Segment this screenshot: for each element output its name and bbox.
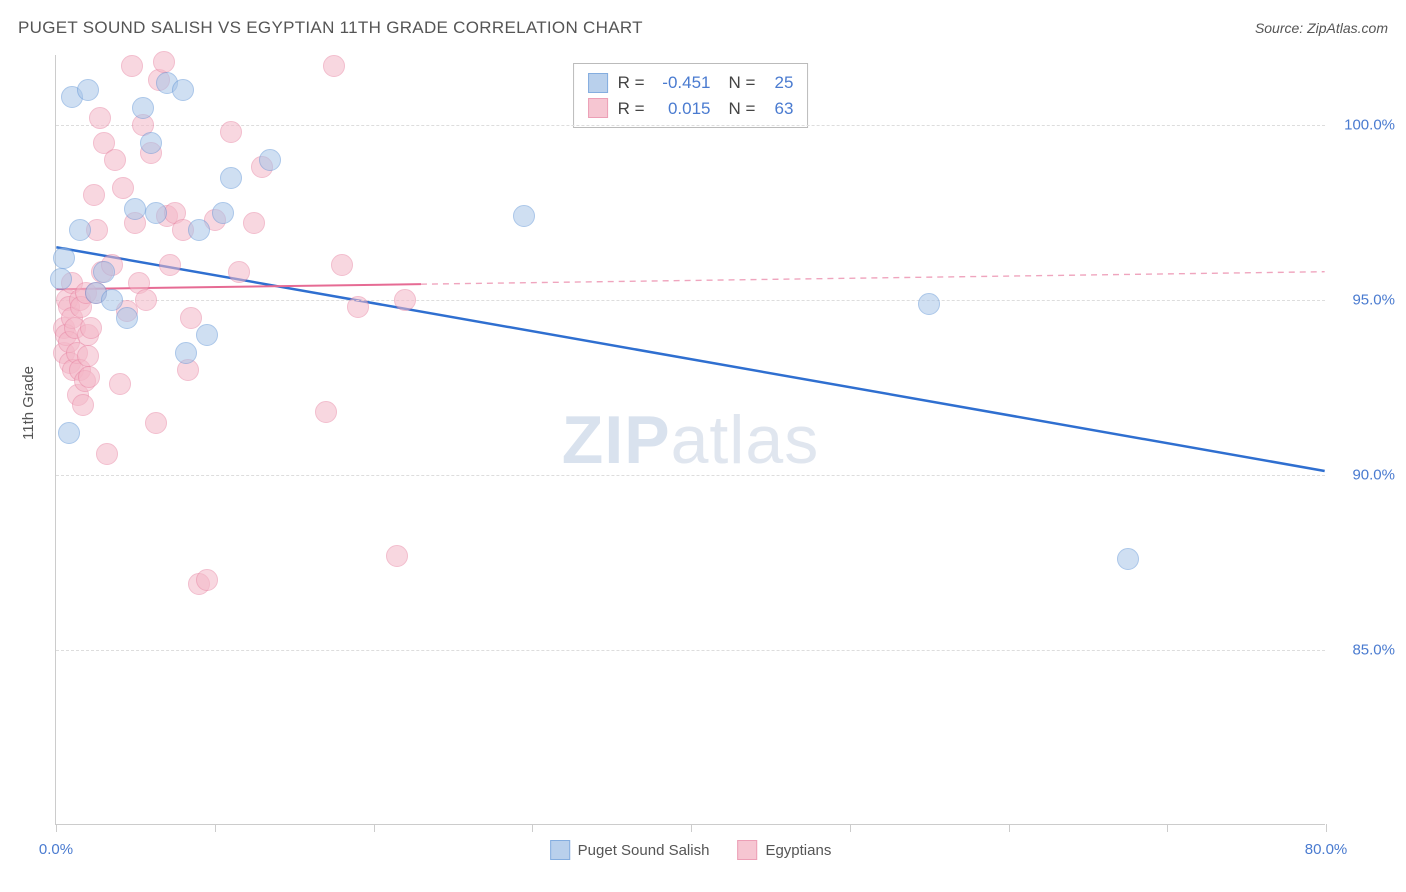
scatter-point — [93, 261, 115, 283]
scatter-point — [175, 342, 197, 364]
scatter-point — [1117, 548, 1139, 570]
x-tick — [374, 824, 375, 832]
scatter-point — [153, 51, 175, 73]
scatter-point — [77, 79, 99, 101]
scatter-point — [172, 79, 194, 101]
scatter-point — [145, 202, 167, 224]
scatter-point — [918, 293, 940, 315]
scatter-point — [58, 422, 80, 444]
scatter-point — [228, 261, 250, 283]
y-tick-label: 90.0% — [1335, 467, 1395, 484]
x-tick — [56, 824, 57, 832]
x-tick — [1326, 824, 1327, 832]
n-prefix-2: N = — [729, 96, 756, 122]
scatter-point — [135, 289, 157, 311]
n-value-1: 25 — [765, 70, 793, 96]
r-value-2: 0.015 — [655, 96, 711, 122]
stats-legend: R = -0.451 N = 25 R = 0.015 N = 63 — [573, 63, 809, 128]
x-tick — [215, 824, 216, 832]
scatter-point — [124, 198, 146, 220]
r-value-1: -0.451 — [655, 70, 711, 96]
scatter-point — [77, 345, 99, 367]
scatter-point — [331, 254, 353, 276]
gridline-h — [56, 125, 1325, 126]
scatter-point — [323, 55, 345, 77]
scatter-point — [220, 167, 242, 189]
x-tick — [850, 824, 851, 832]
title-bar: PUGET SOUND SALISH VS EGYPTIAN 11TH GRAD… — [18, 18, 1388, 38]
watermark-atlas: atlas — [671, 402, 820, 478]
scatter-point — [72, 394, 94, 416]
scatter-point — [196, 324, 218, 346]
legend-label-1: Puget Sound Salish — [578, 842, 710, 859]
scatter-point — [112, 177, 134, 199]
scatter-point — [101, 289, 123, 311]
swatch-series1 — [588, 73, 608, 93]
r-prefix-1: R = — [618, 70, 645, 96]
y-axis-title: 11th Grade — [20, 366, 37, 440]
scatter-point — [50, 268, 72, 290]
scatter-point — [109, 373, 131, 395]
plot-area: ZIPatlas R = -0.451 N = 25 R = 0.015 N =… — [55, 55, 1325, 825]
chart-title: PUGET SOUND SALISH VS EGYPTIAN 11TH GRAD… — [18, 18, 643, 38]
scatter-point — [78, 366, 100, 388]
bottom-legend: Puget Sound Salish Egyptians — [550, 840, 832, 860]
x-tick — [532, 824, 533, 832]
x-tick-label: 80.0% — [1305, 841, 1348, 858]
x-tick — [1167, 824, 1168, 832]
stats-row-series2: R = 0.015 N = 63 — [588, 96, 794, 122]
scatter-point — [80, 317, 102, 339]
source-label: Source: ZipAtlas.com — [1255, 20, 1388, 36]
scatter-point — [259, 149, 281, 171]
n-value-2: 63 — [765, 96, 793, 122]
scatter-point — [243, 212, 265, 234]
scatter-point — [188, 219, 210, 241]
gridline-h — [56, 300, 1325, 301]
legend-item-2: Egyptians — [737, 840, 831, 860]
gridline-h — [56, 475, 1325, 476]
scatter-point — [513, 205, 535, 227]
scatter-point — [53, 247, 75, 269]
scatter-point — [132, 97, 154, 119]
scatter-point — [96, 443, 118, 465]
scatter-point — [116, 307, 138, 329]
watermark-zip: ZIP — [562, 402, 671, 478]
gridline-h — [56, 650, 1325, 651]
scatter-point — [315, 401, 337, 423]
stats-row-series1: R = -0.451 N = 25 — [588, 70, 794, 96]
n-prefix-1: N = — [729, 70, 756, 96]
x-tick — [691, 824, 692, 832]
scatter-point — [394, 289, 416, 311]
scatter-point — [83, 184, 105, 206]
scatter-point — [220, 121, 242, 143]
scatter-point — [140, 132, 162, 154]
scatter-point — [159, 254, 181, 276]
x-tick-label: 0.0% — [39, 841, 73, 858]
legend-swatch-1 — [550, 840, 570, 860]
scatter-point — [145, 412, 167, 434]
r-prefix-2: R = — [618, 96, 645, 122]
scatter-point — [196, 569, 218, 591]
scatter-point — [212, 202, 234, 224]
swatch-series2 — [588, 98, 608, 118]
scatter-point — [386, 545, 408, 567]
watermark: ZIPatlas — [562, 401, 819, 479]
legend-swatch-2 — [737, 840, 757, 860]
x-tick — [1009, 824, 1010, 832]
scatter-point — [104, 149, 126, 171]
scatter-point — [347, 296, 369, 318]
scatter-point — [89, 107, 111, 129]
y-tick-label: 100.0% — [1335, 117, 1395, 134]
legend-label-2: Egyptians — [765, 842, 831, 859]
y-tick-label: 95.0% — [1335, 292, 1395, 309]
legend-item-1: Puget Sound Salish — [550, 840, 710, 860]
scatter-point — [69, 219, 91, 241]
scatter-point — [121, 55, 143, 77]
scatter-point — [180, 307, 202, 329]
y-tick-label: 85.0% — [1335, 642, 1395, 659]
